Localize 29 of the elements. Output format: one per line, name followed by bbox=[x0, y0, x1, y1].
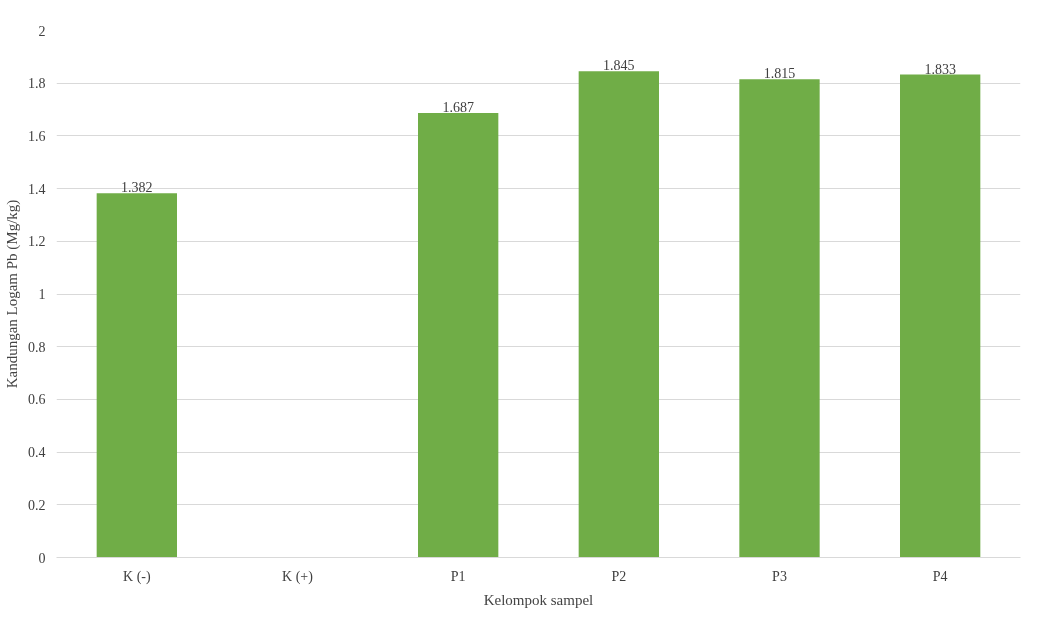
y-axis-title: Kandungan Logam Pb (Mg/kg) bbox=[4, 199, 21, 389]
y-tick-label: 0 bbox=[38, 550, 46, 566]
y-tick-label: 1 bbox=[38, 287, 46, 302]
x-tick-label: P3 bbox=[772, 568, 787, 584]
y-tick-label: 1.4 bbox=[28, 181, 46, 197]
data-label: 1.845 bbox=[603, 58, 635, 74]
y-tick-label: 1.2 bbox=[28, 234, 46, 250]
data-label: 1.687 bbox=[442, 99, 474, 115]
y-tick-label: 2 bbox=[38, 23, 46, 39]
bar bbox=[96, 193, 177, 558]
x-tick-label: K (-) bbox=[123, 568, 151, 585]
bar bbox=[578, 71, 659, 558]
data-label: 1.833 bbox=[924, 61, 956, 77]
bar bbox=[418, 112, 499, 558]
bar bbox=[739, 79, 820, 558]
x-tick-label: P4 bbox=[932, 568, 948, 584]
y-tick-label: 0.4 bbox=[28, 445, 46, 461]
y-tick-label: 1.6 bbox=[28, 128, 46, 144]
x-tick-label: P2 bbox=[611, 568, 627, 584]
data-label: 1.815 bbox=[763, 66, 796, 82]
y-tick-label: 1.8 bbox=[28, 76, 46, 92]
x-axis-title: Kelompok sampel bbox=[483, 591, 594, 608]
y-tick-label: 0.2 bbox=[28, 497, 46, 513]
y-tick-label: 0.8 bbox=[28, 339, 46, 355]
y-tick-label: 0.6 bbox=[28, 392, 46, 408]
data-label: 1.382 bbox=[121, 180, 153, 196]
x-tick-label: P1 bbox=[450, 568, 466, 584]
bar bbox=[900, 74, 981, 558]
x-tick-label: K (+) bbox=[282, 568, 314, 585]
